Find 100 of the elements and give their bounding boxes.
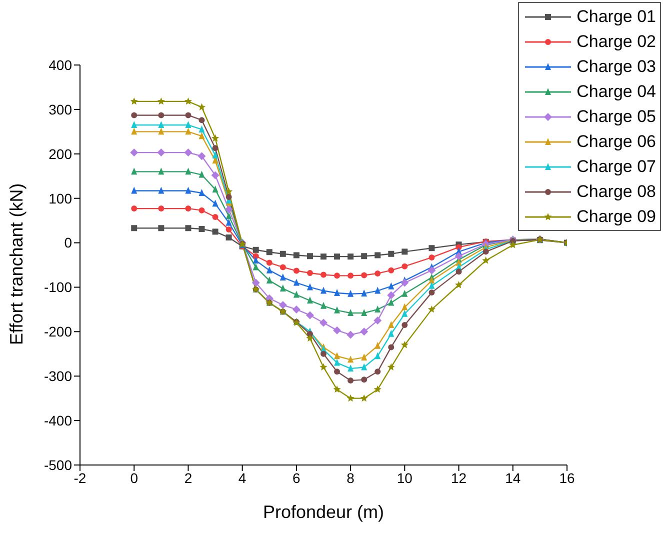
point bbox=[211, 171, 220, 180]
point bbox=[226, 218, 232, 226]
y-tick-label: -100 bbox=[44, 279, 72, 296]
x-tick-label: 0 bbox=[130, 470, 138, 486]
point bbox=[334, 306, 340, 314]
point bbox=[334, 289, 340, 296]
point bbox=[198, 103, 206, 110]
point bbox=[306, 311, 314, 320]
point bbox=[320, 350, 326, 357]
point bbox=[252, 246, 259, 253]
point bbox=[158, 186, 164, 194]
point bbox=[374, 252, 381, 258]
point bbox=[348, 309, 354, 316]
point bbox=[348, 356, 354, 363]
point bbox=[212, 145, 218, 152]
point bbox=[198, 226, 205, 232]
point bbox=[198, 207, 205, 214]
point bbox=[428, 276, 435, 284]
point bbox=[185, 112, 192, 118]
legend-label: Charge 09 bbox=[576, 206, 656, 226]
point bbox=[185, 186, 192, 194]
point bbox=[428, 282, 435, 289]
point bbox=[400, 278, 409, 287]
y-tick-label: -400 bbox=[44, 412, 72, 429]
x-tick-label: 8 bbox=[346, 470, 355, 486]
y-axis-title: Effort tranchant (kN) bbox=[6, 183, 26, 345]
point bbox=[320, 363, 328, 370]
point bbox=[306, 270, 313, 276]
point bbox=[374, 385, 382, 393]
point bbox=[157, 97, 165, 105]
point bbox=[130, 148, 138, 157]
point bbox=[131, 206, 138, 212]
point bbox=[509, 241, 517, 248]
point bbox=[198, 117, 205, 124]
point bbox=[306, 334, 314, 342]
point bbox=[158, 206, 164, 212]
point bbox=[334, 368, 340, 375]
point bbox=[280, 250, 286, 257]
point bbox=[185, 128, 192, 135]
point bbox=[225, 188, 233, 195]
y-tick-label: 200 bbox=[48, 146, 72, 162]
point bbox=[158, 112, 164, 118]
point bbox=[293, 268, 300, 274]
point bbox=[402, 322, 408, 328]
point bbox=[402, 303, 408, 310]
point bbox=[224, 205, 233, 214]
point bbox=[374, 368, 381, 375]
point bbox=[361, 363, 368, 370]
legend-label: Charge 05 bbox=[576, 106, 656, 126]
point bbox=[226, 234, 232, 240]
point bbox=[388, 330, 394, 337]
point bbox=[334, 358, 340, 366]
point bbox=[131, 112, 138, 118]
y-tick-label: -500 bbox=[44, 456, 72, 473]
y-tick-label: -300 bbox=[44, 368, 72, 384]
point bbox=[198, 125, 205, 132]
point bbox=[374, 352, 381, 360]
point bbox=[280, 284, 286, 292]
point bbox=[482, 256, 490, 264]
point bbox=[306, 296, 313, 304]
legend-label: Charge 03 bbox=[576, 56, 656, 76]
point bbox=[374, 286, 381, 294]
point bbox=[198, 132, 205, 140]
x-tick-label: 16 bbox=[559, 470, 575, 486]
point bbox=[402, 310, 408, 317]
point bbox=[361, 253, 368, 260]
point bbox=[482, 248, 489, 255]
point bbox=[280, 273, 286, 280]
point bbox=[212, 185, 218, 192]
point bbox=[388, 267, 394, 274]
point bbox=[131, 121, 138, 128]
x-tick-label: 2 bbox=[184, 470, 192, 486]
point bbox=[280, 264, 286, 270]
point bbox=[388, 321, 394, 328]
point bbox=[402, 290, 408, 297]
point bbox=[388, 298, 394, 306]
y-tick-label: 400 bbox=[48, 56, 72, 73]
point bbox=[428, 254, 435, 260]
point bbox=[361, 353, 368, 360]
x-tick-label: -2 bbox=[74, 470, 86, 486]
point bbox=[334, 254, 340, 260]
point bbox=[158, 128, 164, 135]
point bbox=[158, 121, 164, 128]
point bbox=[402, 248, 408, 255]
point bbox=[361, 289, 368, 296]
point bbox=[131, 186, 138, 194]
point bbox=[334, 272, 340, 279]
point bbox=[348, 290, 354, 297]
point bbox=[388, 282, 394, 290]
point bbox=[360, 394, 368, 402]
x-tick-label: 10 bbox=[396, 470, 413, 486]
x-tick-label: 12 bbox=[450, 470, 467, 486]
point bbox=[212, 228, 218, 235]
y-tick-label: 0 bbox=[64, 234, 72, 251]
point bbox=[361, 272, 368, 278]
point bbox=[428, 290, 435, 296]
point bbox=[198, 189, 205, 196]
point bbox=[428, 245, 435, 252]
point bbox=[388, 250, 394, 257]
point bbox=[348, 364, 354, 372]
